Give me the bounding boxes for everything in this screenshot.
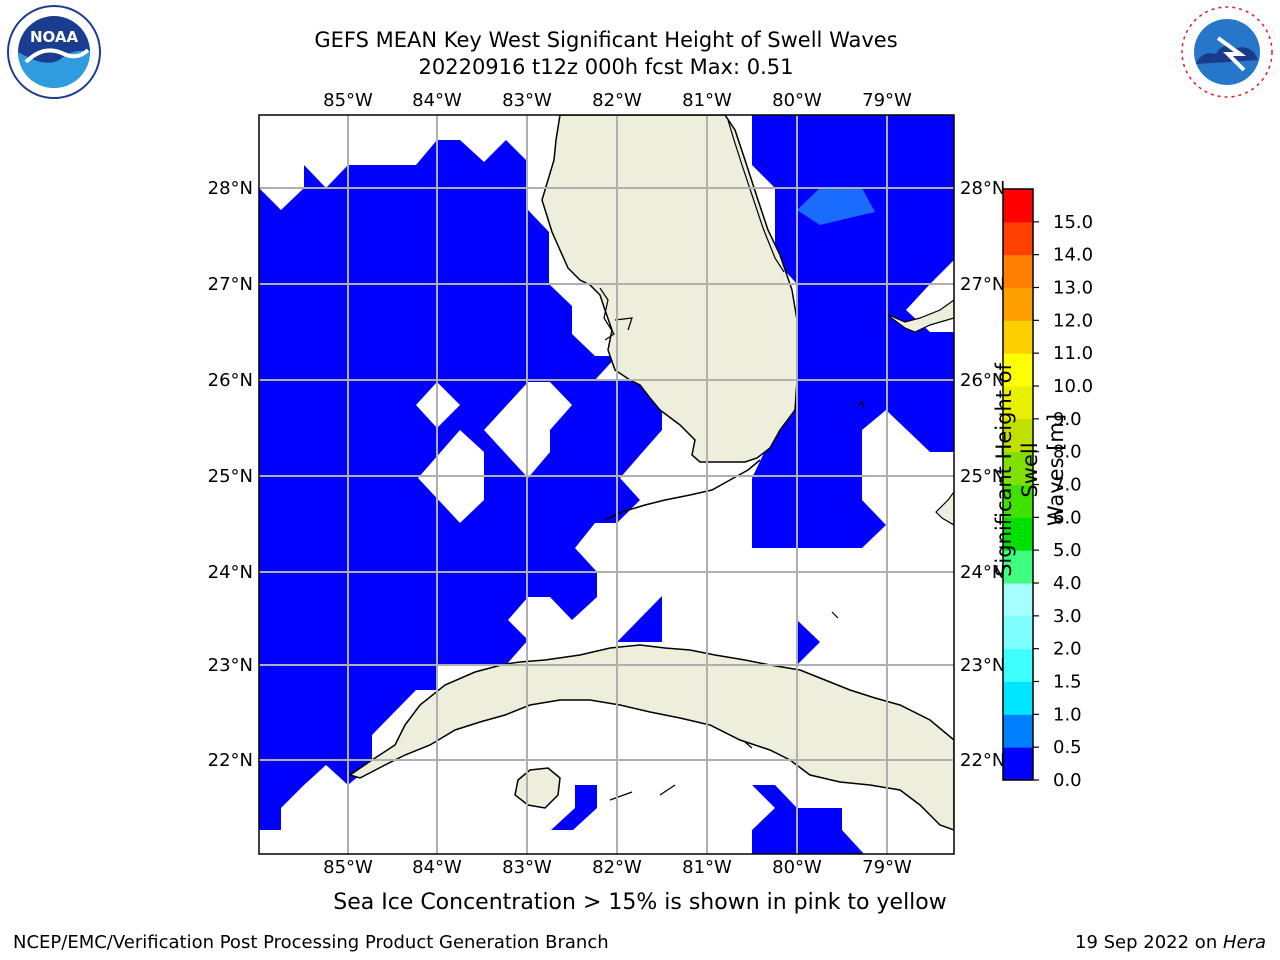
colorbar-label: Significant Height of Swell Waves [m] bbox=[992, 363, 1068, 577]
colorbar-tick-label: 0.5 bbox=[1053, 737, 1082, 758]
colorbar-segment bbox=[1003, 418, 1033, 453]
colorbar-tick-label: 1.5 bbox=[1053, 672, 1082, 693]
colorbar-tick-label: 14.0 bbox=[1053, 245, 1093, 266]
colorbar-tick-label: 4.0 bbox=[1053, 573, 1082, 594]
colorbar-segment bbox=[1003, 550, 1033, 584]
date-stamp: 19 Sep 2022 on Hera bbox=[1075, 932, 1266, 953]
colorbar-segment bbox=[1003, 484, 1033, 518]
florida-land bbox=[541, 115, 798, 463]
colorbar-segment bbox=[1003, 648, 1033, 682]
lon-label-bottom: 81°W bbox=[682, 857, 732, 878]
lon-label-top: 81°W bbox=[682, 90, 732, 111]
florida-keys bbox=[604, 459, 761, 521]
lat-label-right: 28°N bbox=[960, 178, 1005, 199]
colorbar-segment bbox=[1003, 221, 1033, 256]
colorbar-segment bbox=[1003, 451, 1033, 485]
lat-label-right: 23°N bbox=[960, 655, 1005, 676]
cuba-land bbox=[348, 644, 954, 831]
map-frame bbox=[258, 114, 955, 855]
colorbar-tick-label: 6.0 bbox=[1053, 507, 1082, 528]
host-name: Hera bbox=[1222, 932, 1266, 953]
lat-label-left: 22°N bbox=[208, 750, 253, 771]
sea-ice-note: Sea Ice Concentration > 15% is shown in … bbox=[333, 890, 947, 915]
colorbar-tick-label: 7.0 bbox=[1053, 475, 1082, 496]
colorbar-segment bbox=[1003, 747, 1033, 781]
lat-label-left: 23°N bbox=[208, 655, 253, 676]
lat-label-right: 26°N bbox=[960, 370, 1005, 391]
chart-subtitle: 20220916 t12z 000h fcst Max: 0.51 bbox=[418, 55, 794, 79]
chart-title: GEFS MEAN Key West Significant Height of… bbox=[314, 28, 898, 52]
colorbar-segment bbox=[1003, 287, 1033, 321]
colorbar-segment bbox=[1003, 615, 1033, 650]
lon-label-bottom: 80°W bbox=[772, 857, 822, 878]
colorbar-tick-label: 13.0 bbox=[1053, 278, 1093, 299]
colorbar-tick-label: 1.0 bbox=[1053, 704, 1082, 725]
credit-text: NCEP/EMC/Verification Post Processing Pr… bbox=[13, 932, 609, 953]
colorbar-segment bbox=[1003, 254, 1033, 288]
lat-label-right: 27°N bbox=[960, 274, 1005, 295]
colorbar-segment bbox=[1003, 353, 1033, 387]
lon-label-bottom: 79°W bbox=[862, 857, 912, 878]
colorbar-segment bbox=[1003, 583, 1033, 617]
colorbar-tick-label: 11.0 bbox=[1053, 343, 1093, 364]
colorbar-tick-label: 15.0 bbox=[1053, 212, 1093, 233]
colorbar-tick-label: 10.0 bbox=[1053, 376, 1093, 397]
noaa-logo-text: NOAA bbox=[30, 28, 79, 46]
colorbar-segment bbox=[1003, 189, 1033, 223]
lon-label-bottom: 84°W bbox=[412, 857, 462, 878]
lon-label-top: 79°W bbox=[862, 90, 912, 111]
colorbar-tick-label: 2.0 bbox=[1053, 639, 1082, 660]
colorbar-tick-label: 3.0 bbox=[1053, 606, 1082, 627]
colorbar-segment bbox=[1003, 320, 1033, 354]
lat-label-left: 28°N bbox=[208, 178, 253, 199]
nws-logo bbox=[1181, 6, 1273, 98]
colorbar-tick-label: 5.0 bbox=[1053, 540, 1082, 561]
lat-label-left: 26°N bbox=[208, 370, 253, 391]
grand-bahama bbox=[885, 299, 954, 333]
colorbar-segment bbox=[1003, 517, 1033, 551]
noaa-logo: NOAA bbox=[7, 5, 101, 99]
colorbar-segment bbox=[1003, 386, 1033, 420]
graticule bbox=[259, 115, 954, 854]
lon-label-top: 80°W bbox=[772, 90, 822, 111]
colorbar bbox=[1002, 188, 1034, 781]
lon-label-top: 84°W bbox=[412, 90, 462, 111]
colorbar-segment bbox=[1003, 681, 1033, 715]
swell-area-cay bbox=[797, 620, 820, 665]
lon-label-bottom: 83°W bbox=[502, 857, 552, 878]
colorbar-tick-label: 12.0 bbox=[1053, 310, 1093, 331]
lat-label-left: 24°N bbox=[208, 562, 253, 583]
lat-label-right: 24°N bbox=[960, 562, 1005, 583]
swell-area-south-2 bbox=[551, 785, 597, 830]
swell-area-keys bbox=[617, 596, 662, 642]
colorbar-tick-label: 8.0 bbox=[1053, 442, 1082, 463]
lon-label-top: 85°W bbox=[323, 90, 373, 111]
colorbar-segment bbox=[1003, 714, 1033, 748]
lat-label-right: 22°N bbox=[960, 750, 1005, 771]
lat-label-left: 25°N bbox=[208, 466, 253, 487]
swell-area-south-1 bbox=[752, 785, 864, 854]
lon-label-bottom: 85°W bbox=[323, 857, 373, 878]
lat-label-left: 27°N bbox=[208, 274, 253, 295]
colorbar-tick-label: 9.0 bbox=[1053, 409, 1082, 430]
lon-label-top: 82°W bbox=[592, 90, 642, 111]
swell-area-atlantic bbox=[752, 115, 954, 548]
colorbar-tick-label: 0.0 bbox=[1053, 770, 1082, 791]
swell-area-05-10 bbox=[797, 188, 875, 225]
lat-label-right: 25°N bbox=[960, 466, 1005, 487]
lon-label-bottom: 82°W bbox=[592, 857, 642, 878]
lon-label-top: 83°W bbox=[502, 90, 552, 111]
